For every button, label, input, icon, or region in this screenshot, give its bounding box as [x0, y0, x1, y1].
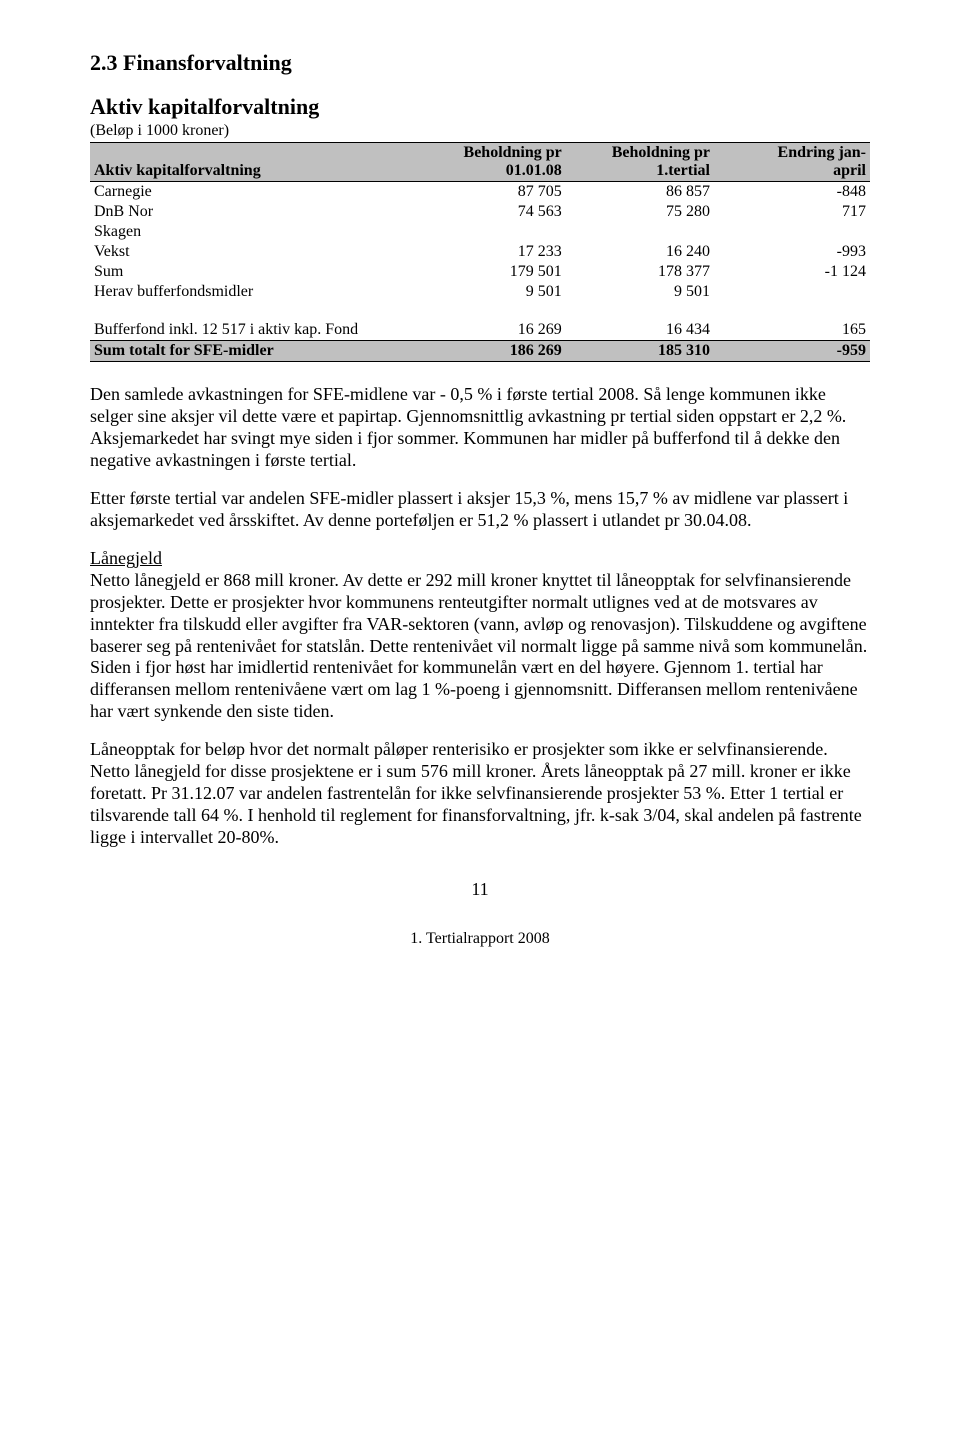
cell-num: 717: [714, 202, 870, 222]
table-row: Carnegie 87 705 86 857 -848: [90, 182, 870, 203]
cell-num: [418, 222, 566, 242]
cell-num: [566, 222, 714, 242]
paragraph: Låneopptak for beløp hvor det normalt på…: [90, 739, 870, 849]
cell-num: [714, 282, 870, 302]
table-row: Skagen: [90, 222, 870, 242]
cell-num: 16 434: [566, 320, 714, 341]
hdr-col1: Beholdning pr 01.01.08: [418, 143, 566, 182]
cell-num: 178 377: [566, 262, 714, 282]
paragraph: Den samlede avkastningen for SFE-midlene…: [90, 384, 870, 472]
cell-num: 87 705: [418, 182, 566, 203]
cell-num: 17 233: [418, 242, 566, 262]
cell-num: 165: [714, 320, 870, 341]
footer-text: 1. Tertialrapport 2008: [90, 930, 870, 948]
page-number: 11: [90, 879, 870, 900]
cell-label: Skagen: [90, 222, 418, 242]
table-spacer: [90, 302, 870, 320]
table-header-row: Aktiv kapitalforvaltning Beholdning pr 0…: [90, 143, 870, 182]
cell-num: -993: [714, 242, 870, 262]
cell-num: -1 124: [714, 262, 870, 282]
paragraph: Lånegjeld Netto lånegjeld er 868 mill kr…: [90, 548, 870, 724]
cell-label: Vekst: [90, 242, 418, 262]
cell-num: 75 280: [566, 202, 714, 222]
cell-label: Sum totalt for SFE-midler: [90, 341, 418, 362]
hdr-col1-l1: Beholdning pr: [464, 144, 562, 161]
cell-num: 186 269: [418, 341, 566, 362]
lanegjeld-heading: Lånegjeld: [90, 548, 162, 568]
table-row: Herav bufferfondsmidler 9 501 9 501: [90, 282, 870, 302]
table-row: Sum 179 501 178 377 -1 124: [90, 262, 870, 282]
hdr-col3-l1: Endring jan-: [778, 144, 866, 161]
cell-label: Herav bufferfondsmidler: [90, 282, 418, 302]
cell-num: 9 501: [418, 282, 566, 302]
hdr-col2-l1: Beholdning pr: [612, 144, 710, 161]
hdr-col0: Aktiv kapitalforvaltning: [90, 143, 418, 182]
cell-num: 16 269: [418, 320, 566, 341]
section-title: 2.3 Finansforvaltning: [90, 50, 870, 76]
cell-num: 179 501: [418, 262, 566, 282]
cell-num: 16 240: [566, 242, 714, 262]
cell-num: -959: [714, 341, 870, 362]
amount-note: (Beløp i 1000 kroner): [90, 122, 870, 140]
cell-label: Bufferfond inkl. 12 517 i aktiv kap. Fon…: [90, 320, 418, 341]
paragraph: Etter første tertial var andelen SFE-mid…: [90, 488, 870, 532]
table-total-row: Sum totalt for SFE-midler 186 269 185 31…: [90, 341, 870, 362]
hdr-col2: Beholdning pr 1.tertial: [566, 143, 714, 182]
paragraph-text: Netto lånegjeld er 868 mill kroner. Av d…: [90, 570, 867, 722]
cell-num: -848: [714, 182, 870, 203]
cell-label: Carnegie: [90, 182, 418, 203]
table-row: Bufferfond inkl. 12 517 i aktiv kap. Fon…: [90, 320, 870, 341]
table-row: DnB Nor 74 563 75 280 717: [90, 202, 870, 222]
cell-num: 74 563: [418, 202, 566, 222]
cell-num: 9 501: [566, 282, 714, 302]
cell-num: [714, 222, 870, 242]
hdr-col3: Endring jan- april: [714, 143, 870, 182]
hdr-col2-l2: 1.tertial: [656, 162, 710, 179]
hdr-col1-l2: 01.01.08: [506, 162, 562, 179]
subheading: Aktiv kapitalforvaltning: [90, 94, 870, 120]
hdr-col3-l2: april: [833, 162, 866, 179]
table-row: Vekst 17 233 16 240 -993: [90, 242, 870, 262]
cell-label: DnB Nor: [90, 202, 418, 222]
hdr-col0-l2: Aktiv kapitalforvaltning: [94, 162, 261, 179]
cell-label: Sum: [90, 262, 418, 282]
cell-num: 185 310: [566, 341, 714, 362]
finance-table: Aktiv kapitalforvaltning Beholdning pr 0…: [90, 142, 870, 362]
cell-num: 86 857: [566, 182, 714, 203]
document-page: 2.3 Finansforvaltning Aktiv kapitalforva…: [0, 0, 960, 988]
